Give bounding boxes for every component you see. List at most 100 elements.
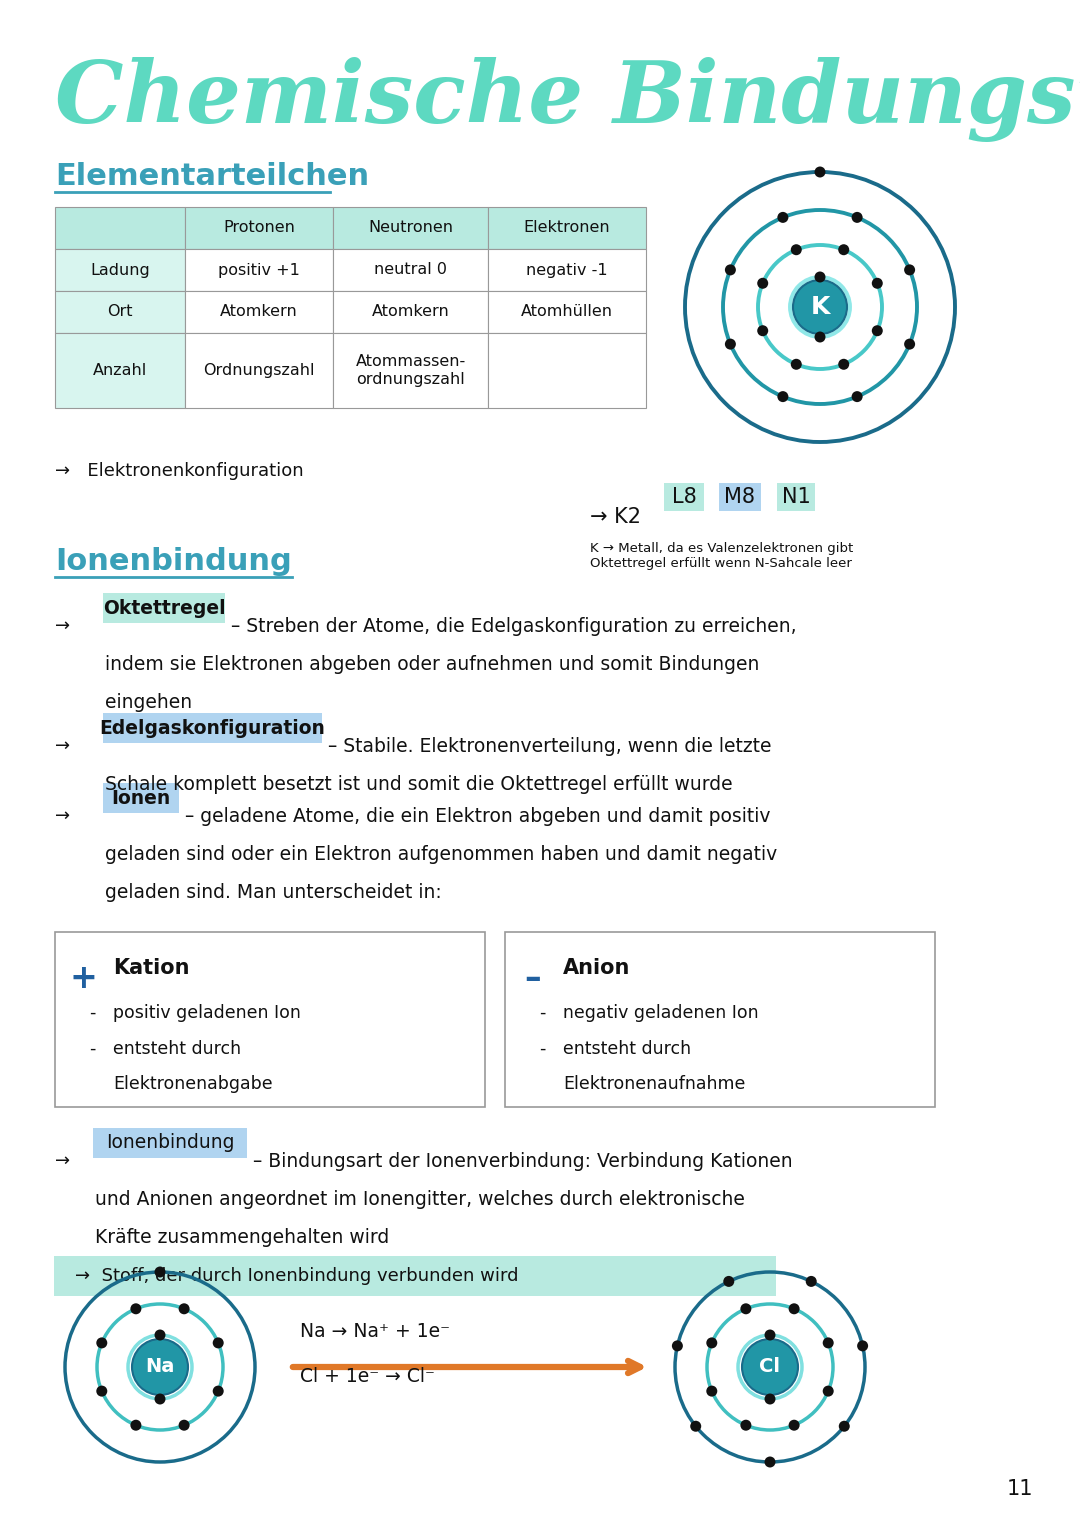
Text: geladen sind oder ein Elektron aufgenommen haben und damit negativ: geladen sind oder ein Elektron aufgenomm…	[105, 844, 778, 864]
FancyBboxPatch shape	[55, 208, 185, 249]
Text: Schale komplett besetzt ist und somit die Oktettregel erfüllt wurde: Schale komplett besetzt ist und somit di…	[105, 776, 732, 794]
Text: Atommassen-
ordnungszahl: Atommassen- ordnungszahl	[355, 354, 465, 386]
Circle shape	[741, 1420, 752, 1431]
Text: Cl + 1e⁻ → Cl⁻: Cl + 1e⁻ → Cl⁻	[300, 1367, 435, 1387]
Text: -   entsteht durch: - entsteht durch	[540, 1040, 691, 1058]
Text: Elektronenabgabe: Elektronenabgabe	[113, 1075, 272, 1093]
Text: positiv +1: positiv +1	[218, 263, 300, 278]
Text: Anzahl: Anzahl	[93, 363, 147, 379]
Circle shape	[213, 1385, 224, 1397]
Circle shape	[742, 1339, 798, 1396]
Text: →: →	[55, 1151, 70, 1170]
Text: Atomhüllen: Atomhüllen	[521, 304, 613, 319]
Circle shape	[778, 391, 788, 402]
Circle shape	[154, 1394, 165, 1405]
Text: Ionenbindung: Ionenbindung	[55, 547, 292, 576]
Text: →   Elektronenkonfiguration: → Elektronenkonfiguration	[55, 463, 303, 479]
FancyBboxPatch shape	[333, 208, 488, 249]
FancyBboxPatch shape	[488, 208, 646, 249]
Circle shape	[690, 1420, 701, 1432]
Text: →: →	[55, 806, 70, 825]
Circle shape	[706, 1338, 717, 1348]
Text: Elektronen: Elektronen	[524, 220, 610, 235]
Text: –: –	[525, 962, 541, 996]
Circle shape	[872, 325, 882, 336]
Text: Chemische Bindungstypen: Chemische Bindungstypen	[55, 56, 1080, 142]
Text: eingehen: eingehen	[105, 693, 192, 712]
Circle shape	[132, 1339, 188, 1396]
Text: M8: M8	[725, 487, 756, 507]
Text: Elementarteilchen: Elementarteilchen	[55, 162, 369, 191]
Circle shape	[765, 1457, 775, 1467]
Circle shape	[823, 1385, 834, 1397]
Circle shape	[838, 359, 849, 370]
Circle shape	[904, 339, 915, 350]
FancyBboxPatch shape	[333, 249, 488, 292]
FancyBboxPatch shape	[185, 249, 333, 292]
Text: neutral 0: neutral 0	[374, 263, 447, 278]
Circle shape	[725, 264, 735, 275]
FancyBboxPatch shape	[55, 292, 185, 333]
Text: -   entsteht durch: - entsteht durch	[90, 1040, 241, 1058]
Circle shape	[741, 1304, 752, 1315]
Circle shape	[131, 1420, 141, 1431]
Circle shape	[852, 212, 863, 223]
Circle shape	[791, 359, 801, 370]
Circle shape	[757, 278, 768, 289]
Text: – Bindungsart der Ionenverbindung: Verbindung Kationen: – Bindungsart der Ionenverbindung: Verbi…	[247, 1151, 793, 1171]
Circle shape	[178, 1304, 190, 1315]
Circle shape	[725, 339, 735, 350]
FancyBboxPatch shape	[777, 483, 815, 512]
Circle shape	[672, 1341, 683, 1351]
Text: Anion: Anion	[563, 957, 631, 977]
Circle shape	[154, 1266, 165, 1278]
Circle shape	[814, 331, 825, 342]
Text: Na: Na	[146, 1358, 175, 1376]
Circle shape	[793, 279, 847, 334]
Text: K: K	[810, 295, 829, 319]
Text: -   negativ geladenen Ion: - negativ geladenen Ion	[540, 1003, 758, 1022]
Circle shape	[778, 212, 788, 223]
Circle shape	[839, 1420, 850, 1432]
Text: indem sie Elektronen abgeben oder aufnehmen und somit Bindungen: indem sie Elektronen abgeben oder aufneh…	[105, 655, 759, 673]
FancyBboxPatch shape	[488, 249, 646, 292]
Circle shape	[765, 1394, 775, 1405]
Circle shape	[814, 272, 825, 282]
Text: – Stabile. Elektronenverteilung, wenn die letzte: – Stabile. Elektronenverteilung, wenn di…	[322, 738, 771, 756]
Circle shape	[757, 325, 768, 336]
Circle shape	[788, 1304, 799, 1315]
FancyBboxPatch shape	[55, 931, 485, 1107]
Circle shape	[788, 1420, 799, 1431]
Text: Elektronenaufnahme: Elektronenaufnahme	[563, 1075, 745, 1093]
Text: Ort: Ort	[107, 304, 133, 319]
FancyBboxPatch shape	[185, 292, 333, 333]
Text: – geladene Atome, die ein Elektron abgeben und damit positiv: – geladene Atome, die ein Elektron abgeb…	[179, 806, 770, 826]
FancyBboxPatch shape	[55, 249, 185, 292]
Text: L8: L8	[672, 487, 697, 507]
FancyBboxPatch shape	[488, 333, 646, 408]
Text: Neutronen: Neutronen	[368, 220, 453, 235]
Text: geladen sind. Man unterscheidet in:: geladen sind. Man unterscheidet in:	[105, 883, 442, 902]
Text: Atomkern: Atomkern	[372, 304, 449, 319]
Text: Ladung: Ladung	[90, 263, 150, 278]
FancyBboxPatch shape	[719, 483, 761, 512]
Text: Kräfte zusammengehalten wird: Kräfte zusammengehalten wird	[95, 1228, 389, 1248]
Text: +: +	[69, 962, 97, 996]
FancyBboxPatch shape	[54, 1257, 777, 1296]
Circle shape	[96, 1338, 107, 1348]
Circle shape	[96, 1385, 107, 1397]
Circle shape	[131, 1304, 141, 1315]
Text: negativ -1: negativ -1	[526, 263, 608, 278]
Circle shape	[765, 1330, 775, 1341]
Text: Kation: Kation	[113, 957, 189, 977]
Circle shape	[823, 1338, 834, 1348]
Text: Cl: Cl	[759, 1358, 781, 1376]
Circle shape	[706, 1385, 717, 1397]
Text: →: →	[55, 738, 70, 754]
Circle shape	[904, 264, 915, 275]
Text: -   positiv geladenen Ion: - positiv geladenen Ion	[90, 1003, 301, 1022]
Text: – Streben der Atome, die Edelgaskonfiguration zu erreichen,: – Streben der Atome, die Edelgaskonfigur…	[225, 617, 797, 637]
Circle shape	[852, 391, 863, 402]
Text: →: →	[55, 617, 70, 635]
Text: →  Stoff, der durch Ionenbindung verbunden wird: → Stoff, der durch Ionenbindung verbunde…	[75, 1267, 518, 1286]
